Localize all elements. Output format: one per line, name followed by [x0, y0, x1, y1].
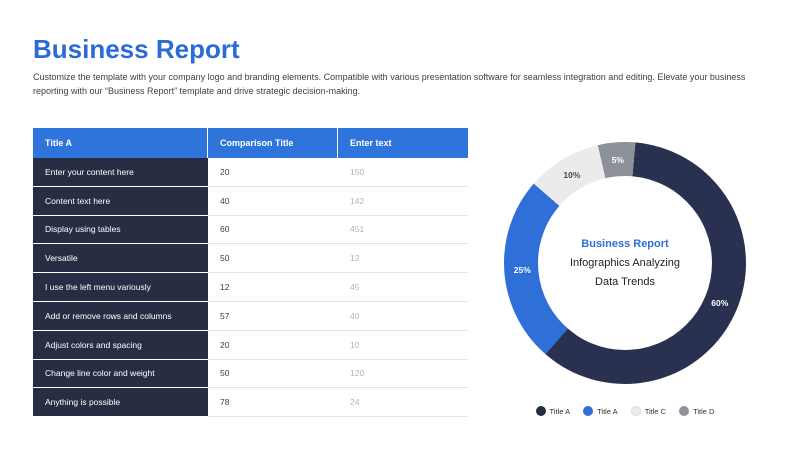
chart-center-title: Business Report [581, 238, 669, 250]
row-comparison-value: 20 [208, 330, 338, 360]
row-comparison-value: 50 [208, 244, 338, 274]
chart-legend: Title A Title A Title C Title D [496, 402, 754, 420]
table-row[interactable]: Versatile 50 12 [33, 244, 468, 274]
row-comparison-value: 50 [208, 359, 338, 389]
legend-dot-icon [535, 406, 546, 416]
legend-dot-icon [679, 406, 690, 416]
row-comparison-value: 57 [208, 301, 338, 331]
legend-label: Title A [597, 406, 618, 416]
chart-center-line-2: Data Trends [595, 276, 655, 288]
row-enter-text-value: 12 [338, 244, 468, 274]
row-comparison-value: 78 [208, 388, 338, 418]
row-comparison-value: 20 [208, 158, 338, 187]
legend-item[interactable]: Title A [583, 406, 618, 416]
table-header-enter-text: Enter text [338, 128, 468, 158]
legend-dot-icon [630, 406, 641, 416]
row-comparison-value: 40 [208, 186, 338, 216]
row-enter-text-value: 10 [338, 330, 468, 360]
legend-item[interactable]: Title C [630, 406, 667, 416]
table-header-row: Title A Comparison Title Enter text [33, 128, 468, 158]
table-row[interactable]: Content text here 40 142 [33, 186, 468, 216]
row-enter-text-value: 24 [338, 388, 468, 418]
legend-label: Title A [549, 406, 571, 416]
table-row[interactable]: Change line color and weight 50 120 [33, 359, 468, 389]
row-label: Versatile [33, 244, 208, 274]
table-row[interactable]: Enter your content here 20 150 [33, 158, 468, 187]
table-header-title-a: Title A [33, 128, 208, 158]
row-label: Anything is possible [33, 388, 208, 418]
donut-chart: Business Report Infographics Analyzing D… [504, 142, 746, 384]
row-label: Content text here [33, 186, 208, 216]
row-enter-text-value: 120 [338, 359, 468, 389]
donut-center: Business Report Infographics Analyzing D… [538, 176, 712, 350]
legend-dot-icon [583, 406, 594, 416]
row-label: Display using tables [33, 215, 208, 245]
row-label: Enter your content here [33, 158, 208, 187]
row-enter-text-value: 451 [338, 215, 468, 245]
row-comparison-value: 12 [208, 273, 338, 302]
legend-label: Title D [693, 406, 715, 416]
table-body: Enter your content here 20 150 Content text… [33, 158, 468, 418]
row-label: Add or remove rows and columns [33, 301, 208, 331]
row-label: Change line color and weight [33, 359, 208, 389]
row-enter-text-value: 40 [338, 301, 468, 331]
table-row[interactable]: Adjust colors and spacing 20 10 [33, 330, 468, 360]
page-subtitle: Customize the template with your company… [33, 72, 746, 96]
legend-item[interactable]: Title D [679, 406, 714, 416]
row-enter-text-value: 142 [338, 186, 468, 216]
row-label: Adjust colors and spacing [33, 330, 208, 360]
row-comparison-value: 60 [208, 215, 338, 245]
chart-center-line-1: Infographics Analyzing [569, 257, 681, 269]
row-enter-text-value: 150 [338, 158, 468, 187]
data-table: Title A Comparison Title Enter text Ente… [33, 128, 468, 418]
row-label: I use the left menu variously [33, 273, 208, 302]
legend-item[interactable]: Title A [535, 406, 571, 416]
table-row[interactable]: Display using tables 60 451 [33, 215, 468, 245]
row-enter-text-value: 45 [338, 273, 468, 302]
table-row[interactable]: Add or remove rows and columns 57 40 [33, 301, 468, 331]
table-row[interactable]: Anything is possible 78 24 [33, 388, 468, 418]
legend-label: Title C [644, 406, 667, 416]
table-row[interactable]: I use the left menu variously 12 45 [33, 273, 468, 302]
page-title: Business Report [33, 34, 240, 64]
table-header-comparison-title: Comparison Title [208, 128, 338, 158]
